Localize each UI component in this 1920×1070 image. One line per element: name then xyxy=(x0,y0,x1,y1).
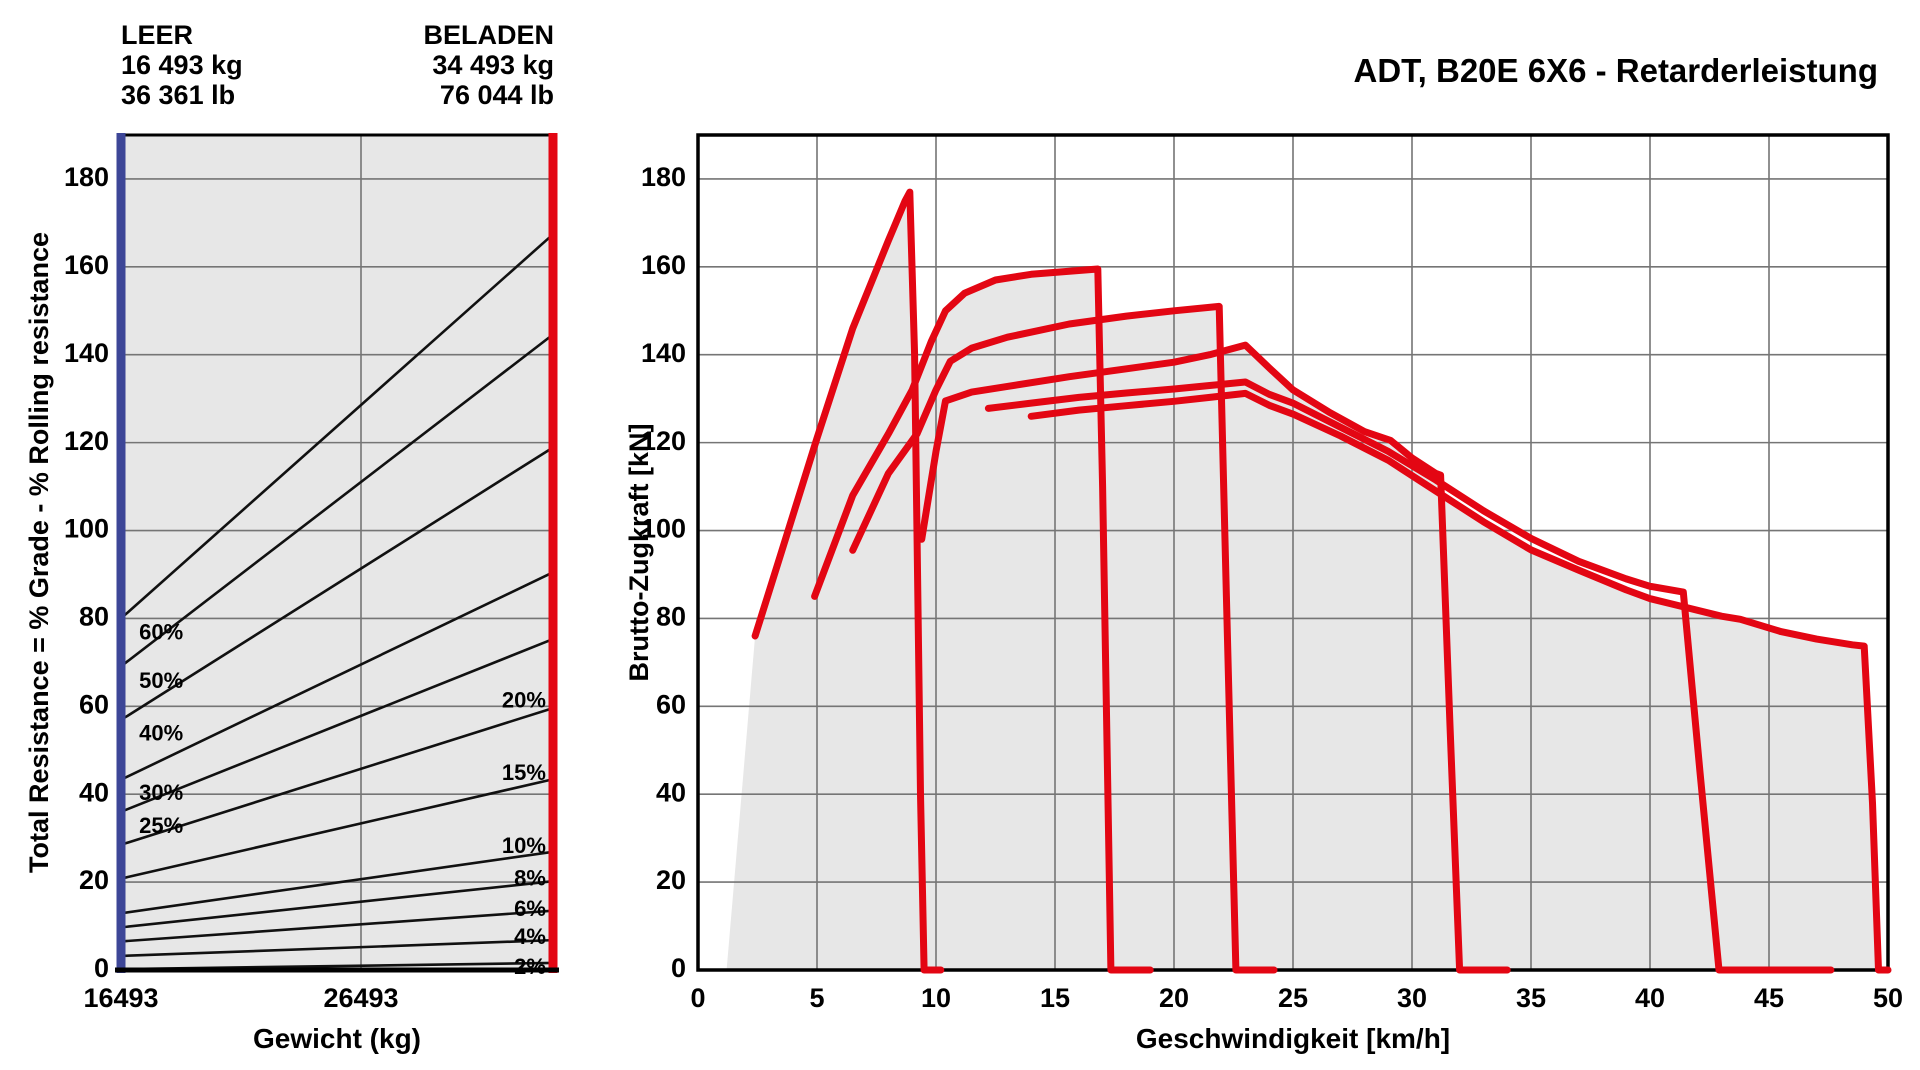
left-y-tick-label: 40 xyxy=(79,777,109,807)
gear-1-curve xyxy=(751,188,945,974)
grade-4-line xyxy=(120,938,554,958)
grade-30-line xyxy=(120,571,554,781)
right-y-tick-label: 40 xyxy=(656,777,686,807)
right-x-tick-label: 5 xyxy=(809,983,824,1013)
grade-20-line xyxy=(120,706,554,846)
right-x-tick-label: 15 xyxy=(1040,983,1070,1013)
right-x-axis-title: Geschwindigkeit [km/h] xyxy=(1136,1023,1450,1054)
right-x-tick-label: 35 xyxy=(1516,983,1546,1013)
grade-6-line xyxy=(120,909,554,943)
right-x-tick-label: 45 xyxy=(1754,983,1784,1013)
right-y-tick-label: 60 xyxy=(656,689,686,719)
grade-6-label: 6% xyxy=(514,896,546,921)
left-y-tick-label: 60 xyxy=(79,689,109,719)
grade-60-label: 60% xyxy=(139,620,183,645)
right-x-tick-label: 30 xyxy=(1397,983,1427,1013)
grade-8-label: 8% xyxy=(514,866,546,891)
leer-weight-kg: 16 493 kg xyxy=(121,50,243,80)
grade-50-label: 50% xyxy=(139,668,183,693)
right-x-tick-label: 40 xyxy=(1635,983,1665,1013)
leer-weight-lb: 36 361 lb xyxy=(121,80,236,110)
right-x-tick-label: 20 xyxy=(1159,983,1189,1013)
right-y-tick-label: 20 xyxy=(656,865,686,895)
grade-60-line xyxy=(120,233,554,620)
right-x-tick-label: 10 xyxy=(921,983,951,1013)
grade-10-line xyxy=(120,850,554,915)
left-x-tick-label: 26493 xyxy=(323,983,398,1013)
gear-2-curve xyxy=(811,265,1154,974)
right-y-tick-label: 100 xyxy=(641,514,686,544)
right-x-tick-label: 0 xyxy=(690,983,705,1013)
grade-10-label: 10% xyxy=(502,833,546,858)
right-plot-border xyxy=(696,133,1890,972)
right-y-tick-label: 160 xyxy=(641,250,686,280)
grade-40-label: 40% xyxy=(139,721,183,746)
right-y-tick-label: 140 xyxy=(641,338,686,368)
gear-4-curve xyxy=(918,341,1511,974)
left-y-axis-title: Total Resistance = % Grade - % Rolling r… xyxy=(24,232,54,873)
grade-25-label: 25% xyxy=(139,813,183,838)
left-y-tick-label: 180 xyxy=(64,162,109,192)
grade-30-label: 30% xyxy=(139,780,183,805)
left-x-axis-title: Gewicht (kg) xyxy=(253,1023,421,1054)
grade-15-label: 15% xyxy=(502,760,546,785)
beladen-header-block: BELADEN 34 493 kg 76 044 lb xyxy=(290,20,554,110)
right-x-tick-label: 25 xyxy=(1278,983,1308,1013)
beladen-title: BELADEN xyxy=(423,20,554,50)
beladen-weight-kg: 34 493 kg xyxy=(432,50,554,80)
right-y-axis-title: Brutto-Zugkraft [kN] xyxy=(624,424,654,682)
right-y-tick-label: 180 xyxy=(641,162,686,192)
grade-40-line xyxy=(120,446,554,722)
leer-title: LEER xyxy=(121,20,194,50)
right-x-tick-label: 50 xyxy=(1873,983,1903,1013)
left-y-tick-label: 160 xyxy=(64,250,109,280)
chart-title: ADT, B20E 6X6 - Retarderleistung xyxy=(1353,52,1879,89)
right-y-tick-label: 120 xyxy=(641,426,686,456)
grade-4-label: 4% xyxy=(514,924,546,949)
grade-25-line xyxy=(120,637,554,813)
left-y-tick-label: 120 xyxy=(64,426,109,456)
left-y-tick-label: 0 xyxy=(94,953,109,983)
grade-50-line xyxy=(120,333,554,668)
gear-5-curve xyxy=(984,378,1835,974)
left-y-tick-label: 20 xyxy=(79,865,109,895)
gear-6-curve xyxy=(1027,389,1892,974)
left-x-tick-label: 16493 xyxy=(83,983,158,1013)
right-y-tick-label: 0 xyxy=(671,953,686,983)
gear-3-curve xyxy=(849,302,1278,974)
right-y-tick-label: 80 xyxy=(656,602,686,632)
grade-8-line xyxy=(120,879,554,929)
leer-header-block: LEER 16 493 kg 36 361 lb xyxy=(121,20,243,110)
left-plot-area xyxy=(121,135,553,970)
left-y-tick-label: 100 xyxy=(64,514,109,544)
left-y-tick-label: 140 xyxy=(64,338,109,368)
grade-20-label: 20% xyxy=(502,688,546,713)
grade-15-line xyxy=(120,778,554,880)
beladen-weight-lb: 76 044 lb xyxy=(439,80,554,110)
left-y-tick-label: 80 xyxy=(79,602,109,632)
grade-2-label: 2% xyxy=(514,954,546,979)
